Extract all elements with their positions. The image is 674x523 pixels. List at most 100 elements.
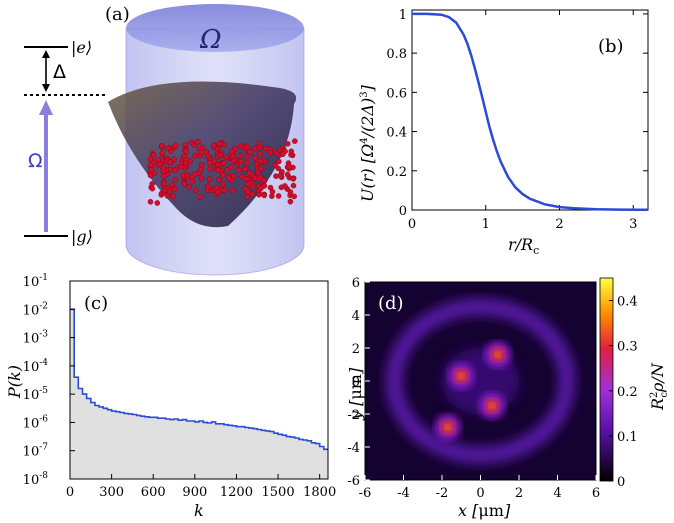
x-tick-label: 900 <box>182 485 207 500</box>
atom <box>244 160 251 166</box>
atoms <box>147 138 298 206</box>
y-tick-label: 10-5 <box>23 386 49 403</box>
atom <box>183 160 189 166</box>
x-tick-label: 300 <box>99 485 124 500</box>
panel-label-b: (b) <box>598 36 624 57</box>
atom <box>277 173 284 179</box>
y-tick-label: 6 <box>352 276 360 291</box>
colorbar <box>599 277 614 482</box>
x-tick-label: 2 <box>555 217 563 232</box>
atom <box>229 148 235 155</box>
atom <box>291 138 298 144</box>
atom <box>160 173 167 179</box>
x-tick-label: 3 <box>629 217 637 232</box>
y-tick-label: 10-2 <box>23 301 48 318</box>
atom <box>207 166 214 172</box>
atom <box>181 181 188 187</box>
atom <box>150 152 157 158</box>
y-tick-label: -6 <box>347 474 360 489</box>
colorbar-label: R2cρ/N <box>648 362 670 411</box>
atom <box>172 176 179 183</box>
atom <box>157 161 163 168</box>
colorbar-tick-label: 0.4 <box>617 295 638 310</box>
atom <box>223 154 230 161</box>
atom <box>197 166 204 173</box>
atom <box>147 172 154 179</box>
atom <box>181 153 187 159</box>
panel-d: -6 -4 -2 0 2 4 6 -6 -4 -2 0 2 4 6 0 0.1 0.2 0.3 0.4 (d) x… <box>346 276 670 520</box>
x-tick-label: 0 <box>408 217 416 232</box>
x-tick-label: 1200 <box>220 485 253 500</box>
atom <box>239 173 246 180</box>
atom <box>189 178 196 185</box>
atom <box>147 156 154 162</box>
atom <box>166 188 173 195</box>
atom <box>197 194 204 200</box>
colorbar-tick-label: 0.3 <box>617 340 638 355</box>
x-tick-label: 1800 <box>303 485 336 500</box>
x-tick-label: 6 <box>592 486 600 501</box>
atom <box>284 140 291 147</box>
rabi-arrow-head <box>39 100 53 115</box>
atom <box>257 151 264 157</box>
xlabel-d: x [μm] <box>458 501 511 520</box>
y-tick-label: 10-4 <box>23 358 49 375</box>
atom <box>257 174 263 181</box>
atom <box>267 149 274 156</box>
atom <box>288 148 295 155</box>
atom <box>192 187 199 194</box>
atom <box>215 167 222 173</box>
panel-a: |e⟩ Δ Ω |g⟩ Ω (a) <box>24 4 305 276</box>
cylinder-top <box>126 4 304 52</box>
histogram-fill <box>70 309 328 479</box>
atom <box>165 145 171 151</box>
y-tick-label: 0.6 <box>386 86 407 101</box>
y-tick-label: 10-7 <box>23 443 49 460</box>
excited-label: |e⟩ <box>71 38 92 57</box>
atom <box>245 189 251 195</box>
plot-frame-c <box>69 280 329 480</box>
y-tick-label: 10-6 <box>23 414 49 431</box>
density-peak-center <box>444 424 451 431</box>
atom <box>215 161 221 168</box>
atom <box>219 171 226 178</box>
rabi-label: Ω <box>28 150 43 172</box>
x-tick-label: 4 <box>553 486 561 501</box>
y-tick-label: 4 <box>352 309 360 324</box>
y-tick-label: 0.2 <box>386 165 407 180</box>
atom <box>221 160 227 166</box>
x-tick-label: -2 <box>436 486 449 501</box>
density-peak-center <box>489 402 496 409</box>
atom <box>286 163 293 170</box>
atom <box>159 150 166 156</box>
ylabel-c: P(k) <box>5 365 24 399</box>
atom <box>238 158 245 165</box>
atom <box>224 167 230 173</box>
atom <box>204 153 211 160</box>
atom <box>254 169 261 176</box>
atom <box>188 139 194 146</box>
panel-label-a: (a) <box>105 4 130 25</box>
atom <box>261 192 268 199</box>
atom <box>213 184 220 191</box>
atom <box>229 187 236 194</box>
atom <box>159 142 165 149</box>
histogram-outline <box>70 308 328 451</box>
atom <box>147 161 154 168</box>
panel-b: 0 1 2 3 0 0.2 0.4 0.6 0.8 1 (b) r/Rc U(r) [Ω4/(2Δ… <box>358 8 649 257</box>
atom <box>242 166 248 172</box>
atom <box>237 152 243 159</box>
atom <box>290 182 297 189</box>
atom <box>245 181 252 187</box>
colorbar-tick-label: 0.2 <box>617 385 638 400</box>
atom <box>171 156 178 163</box>
atom <box>149 185 156 192</box>
atom <box>148 166 154 173</box>
atom <box>247 148 253 155</box>
x-tick-label: 0 <box>66 485 74 500</box>
atom <box>183 148 189 155</box>
atom <box>178 163 184 170</box>
atom <box>257 185 264 192</box>
atom <box>147 198 154 205</box>
